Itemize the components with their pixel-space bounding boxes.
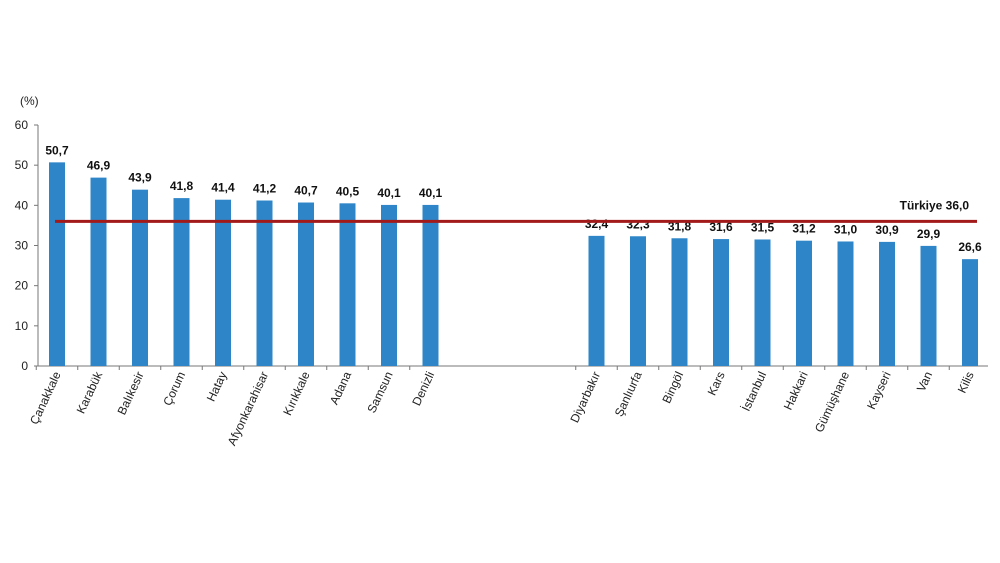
y-tick-label: 0 xyxy=(21,359,28,373)
category-label: Balıkesir xyxy=(115,369,147,417)
bar-value-label: 46,9 xyxy=(87,159,111,173)
bar xyxy=(754,239,771,366)
category-label: Çanakkale xyxy=(27,369,64,427)
category-label: Karabük xyxy=(74,368,106,415)
category-label: Bingöl xyxy=(659,369,686,405)
bar xyxy=(962,259,978,366)
bar xyxy=(256,200,273,366)
category-labels: Çanakkale Karabük Balıkesir Çorum HatayAfyon… xyxy=(27,366,977,448)
bar xyxy=(49,162,65,366)
category-label: Samsun xyxy=(364,369,395,415)
bar-value-label: 31,6 xyxy=(709,220,733,234)
category-label: Şanlıurfa xyxy=(612,369,645,419)
reference-label: Türkiye 36,0 xyxy=(900,198,970,212)
category-label: Kayseri xyxy=(864,369,894,411)
bar-value-label: 31,5 xyxy=(751,220,775,234)
category-label: Van xyxy=(914,369,935,393)
bar xyxy=(713,239,729,366)
bar xyxy=(381,204,397,366)
bar-value-label: 29,9 xyxy=(917,227,941,241)
bar-value-label: 40,1 xyxy=(377,186,401,200)
y-tick-label: 50 xyxy=(15,158,29,172)
bar xyxy=(671,238,688,366)
category-label: Kırıkkale xyxy=(280,369,313,418)
bar-value-label: 50,7 xyxy=(45,143,69,157)
bar-value-label: 26,6 xyxy=(958,240,982,254)
y-unit-label: (%) xyxy=(20,94,39,108)
bar-value-label: 41,4 xyxy=(211,181,235,195)
category-label: Hatay xyxy=(204,369,230,403)
bar xyxy=(796,240,812,366)
bar xyxy=(630,236,646,366)
category-label: Denizli xyxy=(409,369,437,408)
bar-value-label: 41,8 xyxy=(170,179,194,193)
bar xyxy=(837,241,854,366)
bar-value-label: 41,2 xyxy=(253,182,277,196)
bar xyxy=(215,199,231,366)
bar xyxy=(132,189,148,366)
category-label: Adana xyxy=(327,369,354,407)
reference-line-group: Türkiye 36,0 xyxy=(55,198,977,223)
bar xyxy=(90,177,107,366)
category-label: İstanbul xyxy=(739,369,769,413)
y-tick-label: 60 xyxy=(15,118,29,132)
category-label: Diyarbakır xyxy=(567,369,603,424)
bar xyxy=(339,203,356,366)
category-label: Gümüşhane xyxy=(812,369,852,434)
category-label: Çorum xyxy=(160,369,188,408)
bar xyxy=(879,241,895,366)
bar-value-label: 32,3 xyxy=(626,217,650,231)
bar-value-label: 40,1 xyxy=(419,186,443,200)
bar-value-label: 32,4 xyxy=(585,217,609,231)
bar-value-label: 43,9 xyxy=(128,171,152,185)
bar-value-label: 31,0 xyxy=(834,222,858,236)
bar-value-label: 40,7 xyxy=(294,184,318,198)
y-axis: 0 10 20 30 40 50 60 xyxy=(15,118,988,373)
y-tick-label: 10 xyxy=(15,319,29,333)
bar xyxy=(920,245,937,366)
category-label: Kars xyxy=(705,369,728,397)
category-label: Hakkari xyxy=(781,369,811,412)
category-label: Afyonkarahisar xyxy=(225,369,272,447)
bar xyxy=(173,198,190,366)
bar-series xyxy=(49,162,978,366)
bar-value-label: 30,9 xyxy=(875,223,899,237)
bar-value-label: 40,5 xyxy=(336,184,360,198)
bar-value-label: 31,2 xyxy=(792,222,816,236)
category-label: Kilis xyxy=(955,369,977,395)
bar xyxy=(422,204,439,366)
y-tick-label: 40 xyxy=(15,198,29,212)
y-tick-label: 30 xyxy=(15,239,29,253)
bar xyxy=(588,235,605,366)
bar xyxy=(298,202,314,366)
y-tick-label: 20 xyxy=(15,279,29,293)
